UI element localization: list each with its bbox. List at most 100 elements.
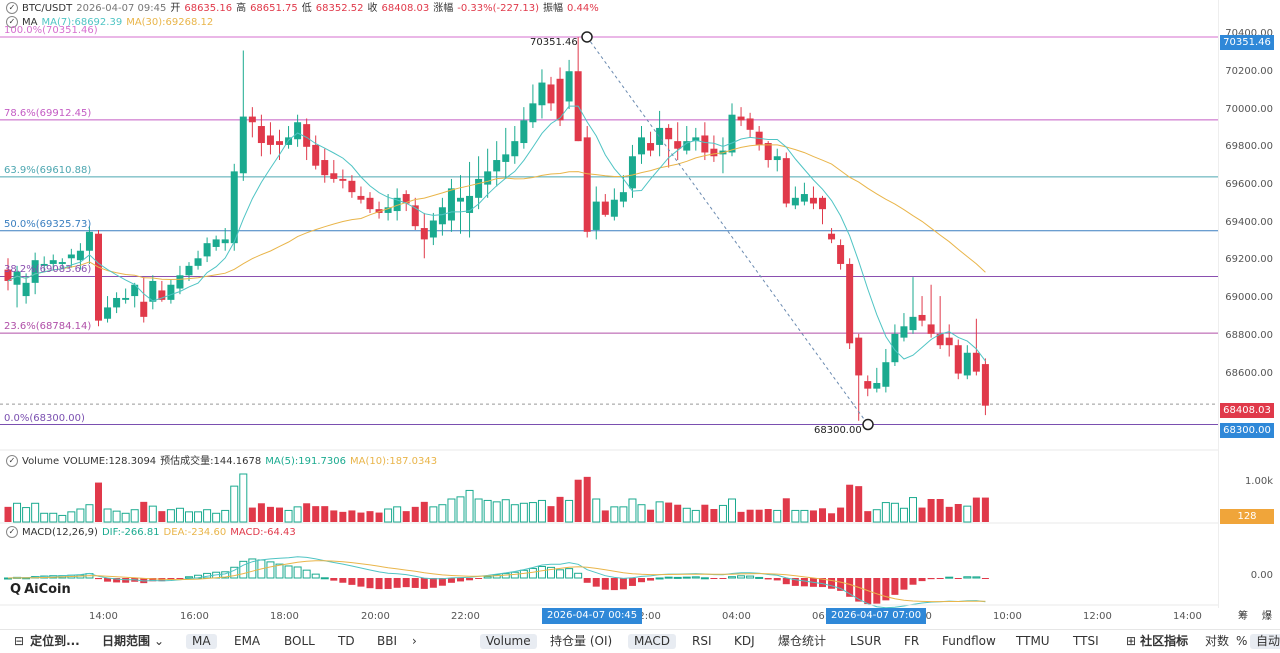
macd-bar <box>528 567 537 579</box>
price-chart[interactable] <box>0 0 1218 608</box>
calendar-icon: ⊟ <box>14 634 25 648</box>
time-tick: 16:00 <box>180 611 209 622</box>
volume-bar <box>665 502 673 522</box>
macd-bar <box>900 578 908 590</box>
eye-icon[interactable]: ✓ <box>6 455 18 467</box>
indicator-tab-macd[interactable]: MACD <box>628 634 676 649</box>
percent-scale-toggle[interactable]: % <box>1236 634 1248 648</box>
volume-bar <box>303 503 311 522</box>
high-point-label: 70351.46 <box>530 37 578 48</box>
price-tick: 70200.00 <box>1225 66 1273 77</box>
macd-bar <box>483 576 492 579</box>
volume-bar <box>718 504 727 523</box>
indicator-tab-kdj[interactable]: KDJ <box>734 634 755 648</box>
macd-bar <box>293 566 302 579</box>
candle-body <box>981 364 989 406</box>
volume-bar <box>610 506 619 523</box>
macd-bar <box>638 578 645 583</box>
fib-level-label: 63.9%(69610.88) <box>4 164 92 176</box>
candle-body <box>846 263 854 344</box>
indicator-tab-fundflow[interactable]: Fundflow <box>942 634 996 648</box>
indicator-tab-bbi[interactable]: BBI <box>377 634 398 648</box>
volume-bar <box>293 506 302 523</box>
collapse-icon[interactable]: ✓ <box>6 2 18 14</box>
candle-body <box>466 195 474 213</box>
macd-bar <box>791 578 799 586</box>
amp-value: 0.44% <box>567 3 599 14</box>
fib-anchor-low <box>862 418 874 431</box>
time-tick: 18:00 <box>270 611 299 622</box>
locate-button[interactable]: ⊟ 定位到... <box>14 634 80 649</box>
macd-bar <box>284 565 293 579</box>
community-indicator-button[interactable]: ⊞ 社区指标 <box>1126 634 1188 649</box>
volume-legend: ✓ Volume VOLUME:128.3094 预估成交量:144.1678 MA(5… <box>6 455 441 469</box>
macd-bar <box>447 578 455 583</box>
indicator-tab-rsi[interactable]: RSI <box>692 634 712 648</box>
indicator-tab-fr[interactable]: FR <box>904 634 920 648</box>
macd-bar <box>846 578 854 597</box>
macd-bar <box>936 578 944 579</box>
volume-value: VOLUME:128.3094 <box>63 456 157 467</box>
candle-body <box>782 158 790 204</box>
time-tick: 14:00 <box>89 611 118 622</box>
candle-body <box>457 197 464 202</box>
macd-bar <box>411 578 419 588</box>
indicator-tab-td[interactable]: TD <box>338 634 355 648</box>
indicator-tab-ma[interactable]: MA <box>186 634 217 649</box>
macd-bar <box>357 578 365 587</box>
candle-body <box>321 160 329 176</box>
macd-bar <box>746 575 755 579</box>
auto-scale-toggle[interactable]: 自动 <box>1250 634 1280 649</box>
fib-anchor-high <box>581 31 593 43</box>
volume-bar <box>95 482 102 522</box>
candle-body <box>194 258 202 266</box>
ma30-value: MA(30):69268.12 <box>126 17 214 28</box>
date-range-button[interactable]: 日期范围 ⌄ <box>102 634 164 649</box>
macd-bar <box>420 578 428 589</box>
indicator-tab-ema[interactable]: EMA <box>234 634 261 648</box>
volume-bar <box>583 476 591 522</box>
more-main-button[interactable]: › <box>412 634 417 648</box>
indicator-tab-ttsi[interactable]: TTSI <box>1073 634 1099 648</box>
volume-bar <box>899 507 908 523</box>
macd-bar <box>221 571 230 579</box>
indicator-tab-oi[interactable]: 持仓量 (OI) <box>550 634 613 648</box>
volume-bar <box>438 504 447 523</box>
indicator-tab-volume[interactable]: Volume <box>480 634 537 649</box>
macd-bar <box>501 573 510 579</box>
candle-body <box>918 314 926 321</box>
indicator-tab-lsur[interactable]: LSUR <box>850 634 882 648</box>
eye-icon[interactable]: ✓ <box>6 526 18 538</box>
price-axis[interactable]: 70400.00 70200.00 70000.00 69800.00 6960… <box>1218 0 1280 608</box>
volume-bar <box>528 502 537 523</box>
high-label: 高 <box>236 3 247 14</box>
volume-bar <box>809 510 817 522</box>
candle-body <box>348 180 356 193</box>
volume-bar <box>257 503 265 522</box>
volume-bar <box>945 506 953 522</box>
indicator-tab-ttmu[interactable]: TTMU <box>1016 634 1050 648</box>
candle-body <box>529 103 537 123</box>
volume-bar <box>31 502 40 523</box>
volume-bar <box>411 506 419 522</box>
macd-value: MACD:-64.43 <box>230 527 296 538</box>
chips-button[interactable]: 筹 <box>1238 611 1248 622</box>
volume-bar <box>601 510 609 522</box>
eye-icon[interactable]: ✓ <box>6 16 18 28</box>
volume-bar <box>130 509 139 523</box>
indicator-tab-liquidation[interactable]: 爆仓统计 <box>778 634 827 648</box>
candle-body <box>447 188 455 221</box>
candle-body <box>855 337 863 376</box>
macd-bar <box>583 578 591 583</box>
candle-body <box>484 171 492 185</box>
volume-bar <box>230 485 239 523</box>
liquidation-button[interactable]: 爆 <box>1262 611 1272 622</box>
indicator-tab-boll[interactable]: BOLL <box>284 634 315 648</box>
volume-bar <box>402 511 410 522</box>
candle-body <box>131 284 139 297</box>
price-tick: 68600.00 <box>1225 368 1273 379</box>
change-value: -0.33%(-227.13) <box>457 3 539 14</box>
macd-bar <box>366 578 374 589</box>
volume-bar <box>375 512 383 522</box>
log-scale-toggle[interactable]: 对数 <box>1205 634 1230 648</box>
